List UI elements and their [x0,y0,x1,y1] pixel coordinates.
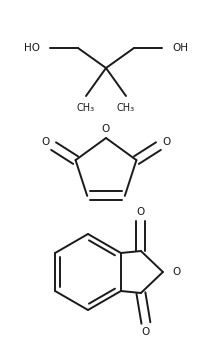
Text: CH₃: CH₃ [117,103,135,113]
Text: O: O [172,267,180,277]
Text: O: O [41,137,50,147]
Text: O: O [137,207,145,217]
Text: O: O [102,124,110,134]
Text: O: O [142,327,150,337]
Text: HO: HO [24,43,40,53]
Text: O: O [162,137,171,147]
Text: OH: OH [172,43,188,53]
Text: CH₃: CH₃ [77,103,95,113]
